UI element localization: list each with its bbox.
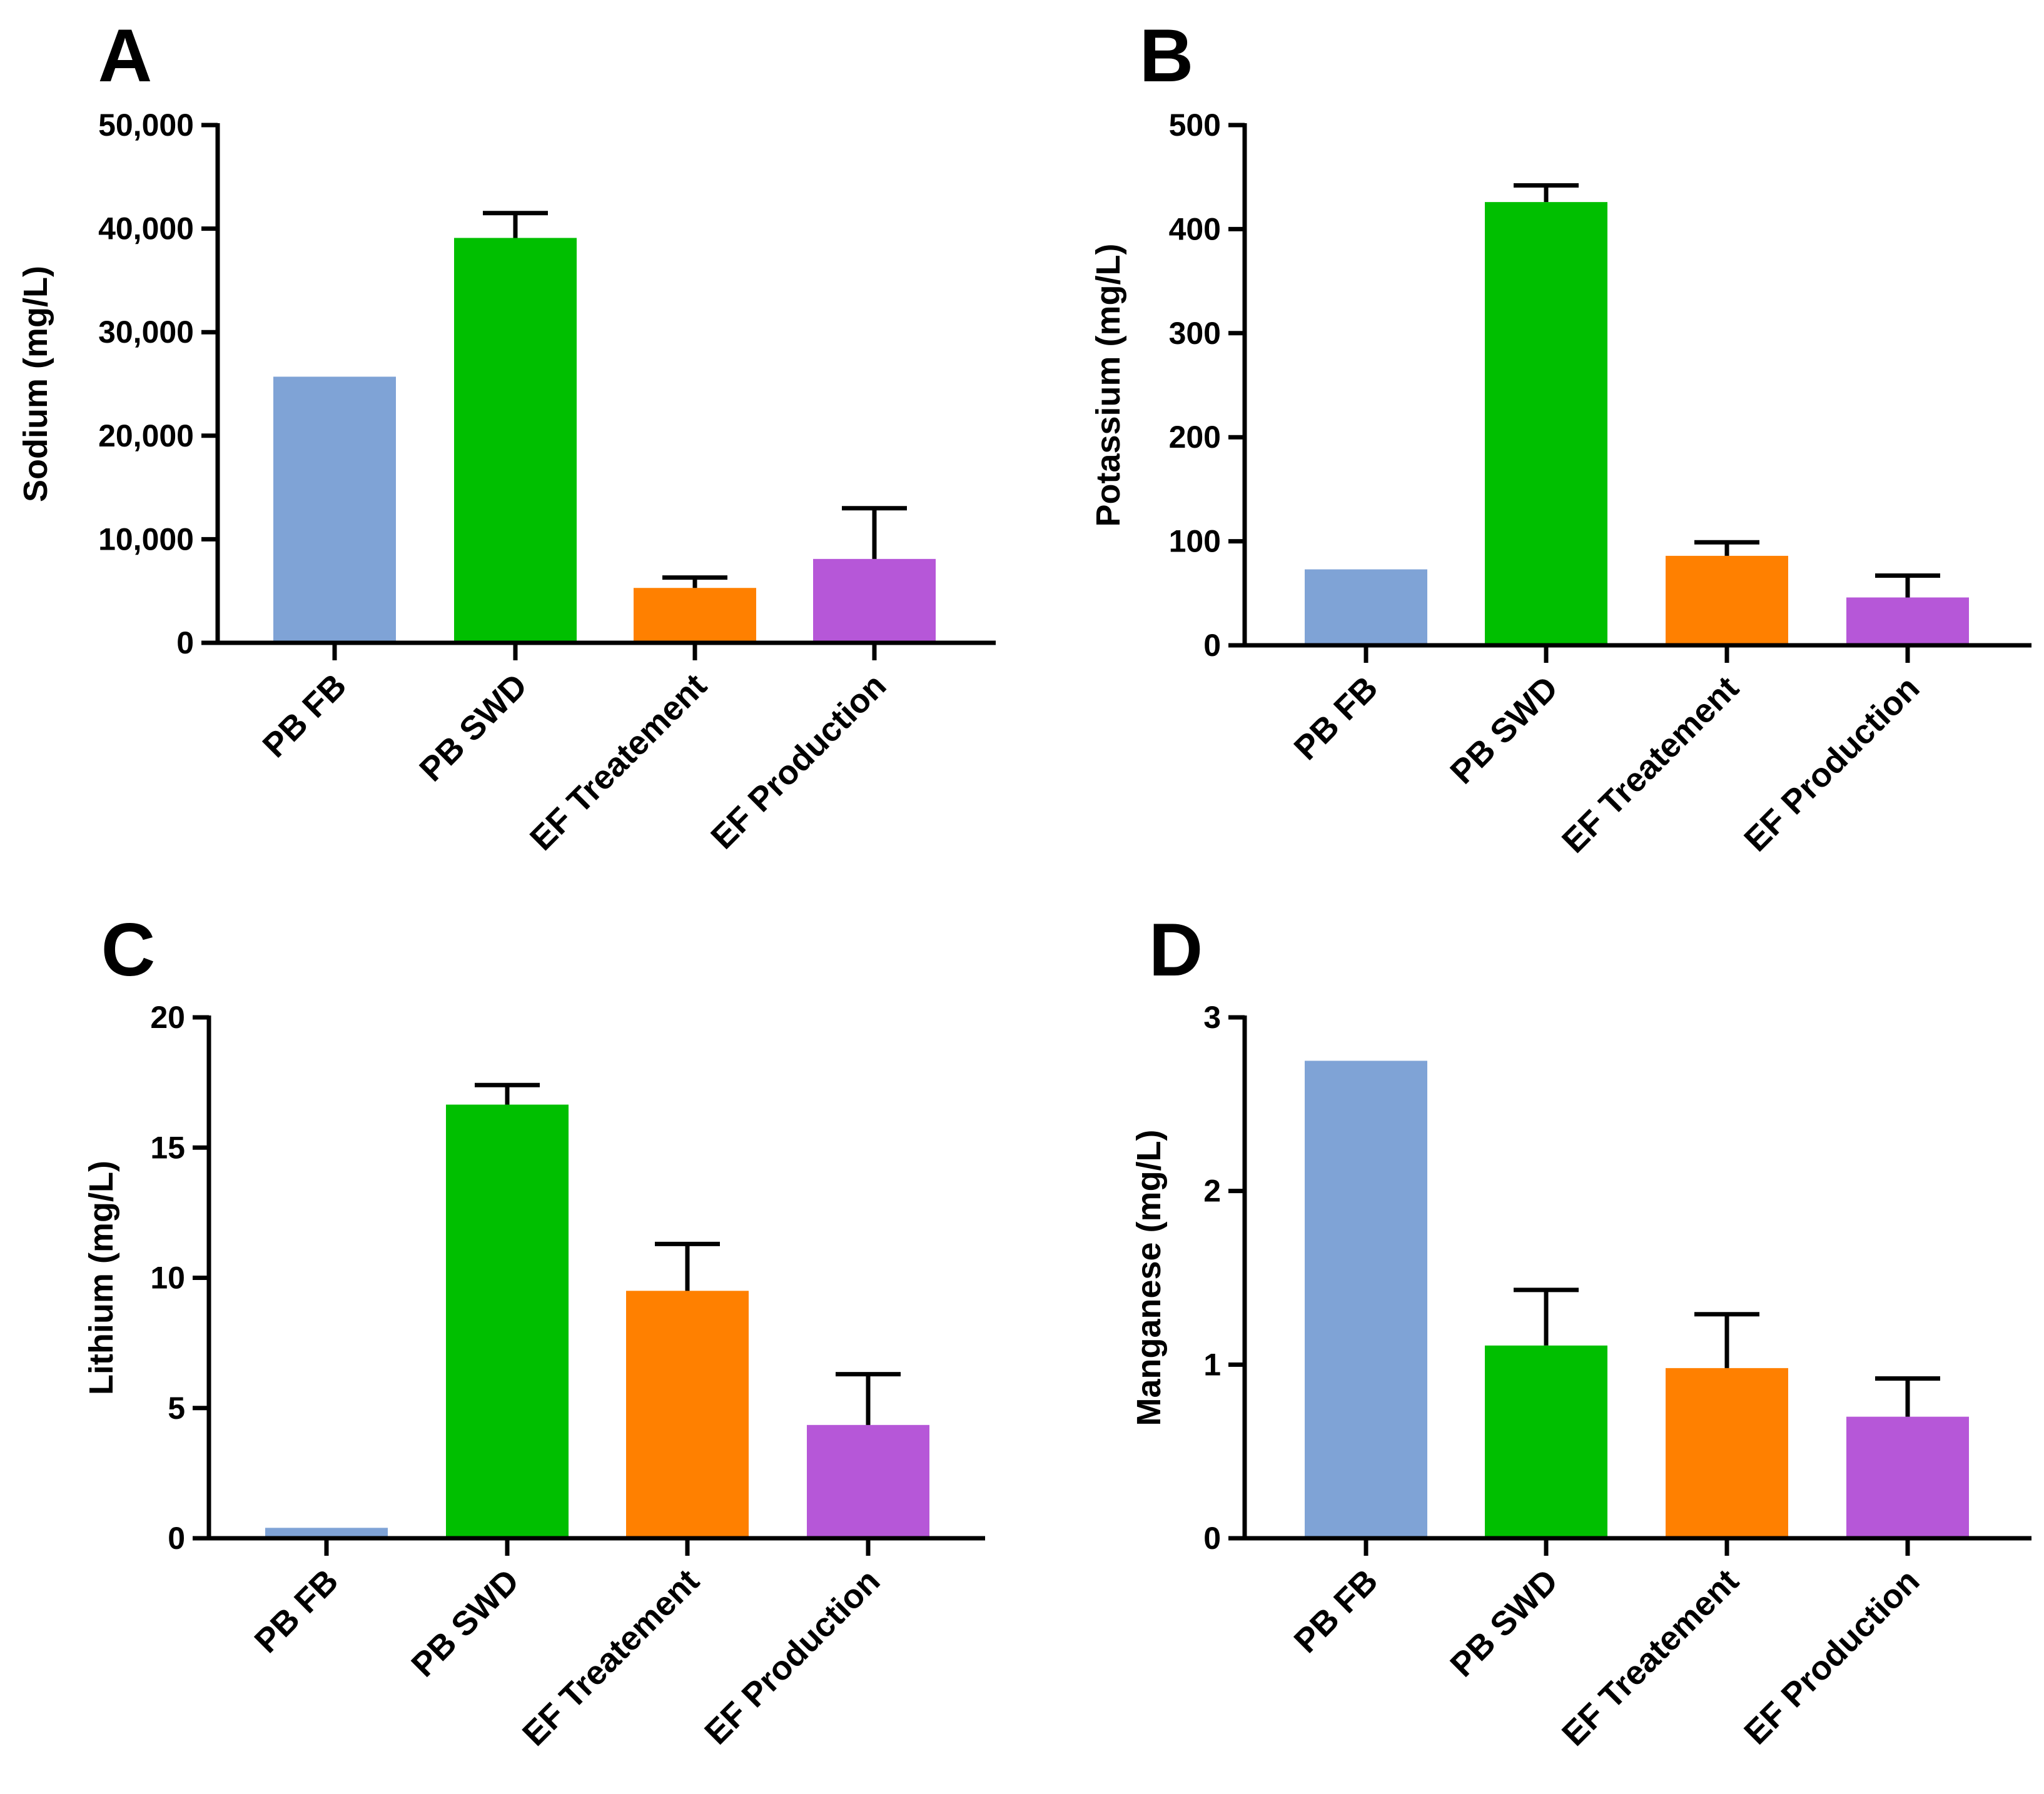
category-label: EF Treatement: [523, 667, 714, 858]
error-bar-ef-treatement: [1694, 1312, 1759, 1368]
bar-ef-production: [807, 1424, 929, 1538]
category-label: PB FB: [248, 1562, 346, 1660]
y-tick-label: 200: [1169, 420, 1221, 455]
y-tick-label: 0: [176, 625, 194, 660]
chart-panel-a: A 0 10,000 20,000 30,000 40,000 50,000 PB FB PB …: [17, 14, 996, 858]
bar-pb-fb: [265, 1528, 388, 1538]
bar-pb-fb: [1305, 569, 1427, 645]
error-bar-ef-production: [842, 506, 907, 559]
y-axis-title: Manganese (mg/L): [1130, 1129, 1168, 1426]
bar-ef-production: [1846, 597, 1969, 645]
panel-label: C: [101, 908, 156, 992]
y-tick-label: 400: [1169, 211, 1221, 246]
y-tick-label: 0: [1203, 1521, 1221, 1556]
y-tick-label: 300: [1169, 316, 1221, 351]
category-label: PB SWD: [412, 667, 534, 789]
y-tick-label: 3: [1203, 1000, 1221, 1035]
category-label: EF Production: [697, 1562, 887, 1751]
error-bar-pb-swd: [483, 211, 548, 238]
y-tick-label: 1: [1203, 1347, 1221, 1382]
bar-pb-fb: [1305, 1061, 1427, 1538]
panel-label: D: [1149, 908, 1203, 992]
panel-label: B: [1140, 14, 1194, 98]
y-tick-label: 15: [150, 1130, 185, 1165]
y-tick-label: 20,000: [98, 418, 194, 453]
y-tick-label: 30,000: [98, 315, 194, 350]
category-label: PB FB: [256, 667, 354, 765]
bar-pb-swd: [454, 238, 577, 643]
bar-ef-treatement: [1666, 555, 1788, 645]
y-tick-label: 100: [1169, 524, 1221, 559]
category-label: PB FB: [1287, 669, 1385, 767]
y-axis-title: Lithium (mg/L): [83, 1161, 120, 1395]
bar-ef-treatement: [634, 588, 756, 643]
error-bar-ef-production: [1875, 1376, 1940, 1417]
bar-ef-treatement: [1666, 1368, 1788, 1538]
error-bar-pb-swd: [1514, 183, 1579, 203]
category-label: PB FB: [1287, 1562, 1385, 1660]
category-label: EF Treatement: [515, 1562, 707, 1753]
bar-pb-swd: [1485, 1345, 1607, 1538]
bar-pb-swd: [446, 1104, 569, 1538]
category-label: EF Treatement: [1555, 669, 1746, 860]
error-bar-ef-treatement: [655, 1241, 720, 1291]
y-axis-title: Potassium (mg/L): [1090, 243, 1127, 527]
y-tick-label: 50,000: [98, 108, 194, 143]
y-axis-title: Sodium (mg/L): [17, 266, 54, 502]
error-bar-pb-swd: [475, 1082, 540, 1105]
y-tick-label: 10: [150, 1261, 185, 1296]
error-bar-ef-production: [836, 1372, 901, 1425]
y-tick-label: 0: [1203, 628, 1221, 663]
category-label: EF Production: [1737, 669, 1926, 859]
bar-ef-production: [1846, 1416, 1969, 1538]
panel-label: A: [98, 14, 153, 98]
y-tick-label: 500: [1169, 108, 1221, 143]
error-bar-ef-treatement: [662, 575, 727, 588]
category-label: PB SWD: [1443, 1562, 1565, 1684]
y-tick-label: 40,000: [98, 211, 194, 246]
category-label: PB SWD: [404, 1562, 526, 1684]
category-label: EF Production: [704, 667, 893, 856]
category-label: EF Production: [1737, 1562, 1926, 1751]
error-bar-ef-treatement: [1694, 540, 1759, 556]
y-tick-label: 5: [168, 1391, 185, 1426]
category-label: EF Treatement: [1555, 1562, 1746, 1753]
y-tick-label: 10,000: [98, 522, 194, 557]
error-bar-pb-swd: [1514, 1288, 1579, 1346]
y-tick-label: 0: [168, 1521, 185, 1556]
error-bar-ef-production: [1875, 573, 1940, 598]
y-tick-label: 2: [1203, 1174, 1221, 1209]
bar-pb-fb: [273, 376, 396, 643]
category-label: PB SWD: [1443, 669, 1565, 791]
bar-ef-production: [813, 558, 936, 643]
bar-ef-treatement: [626, 1291, 749, 1538]
bar-pb-swd: [1485, 202, 1607, 645]
y-tick-label: 20: [150, 1000, 185, 1035]
